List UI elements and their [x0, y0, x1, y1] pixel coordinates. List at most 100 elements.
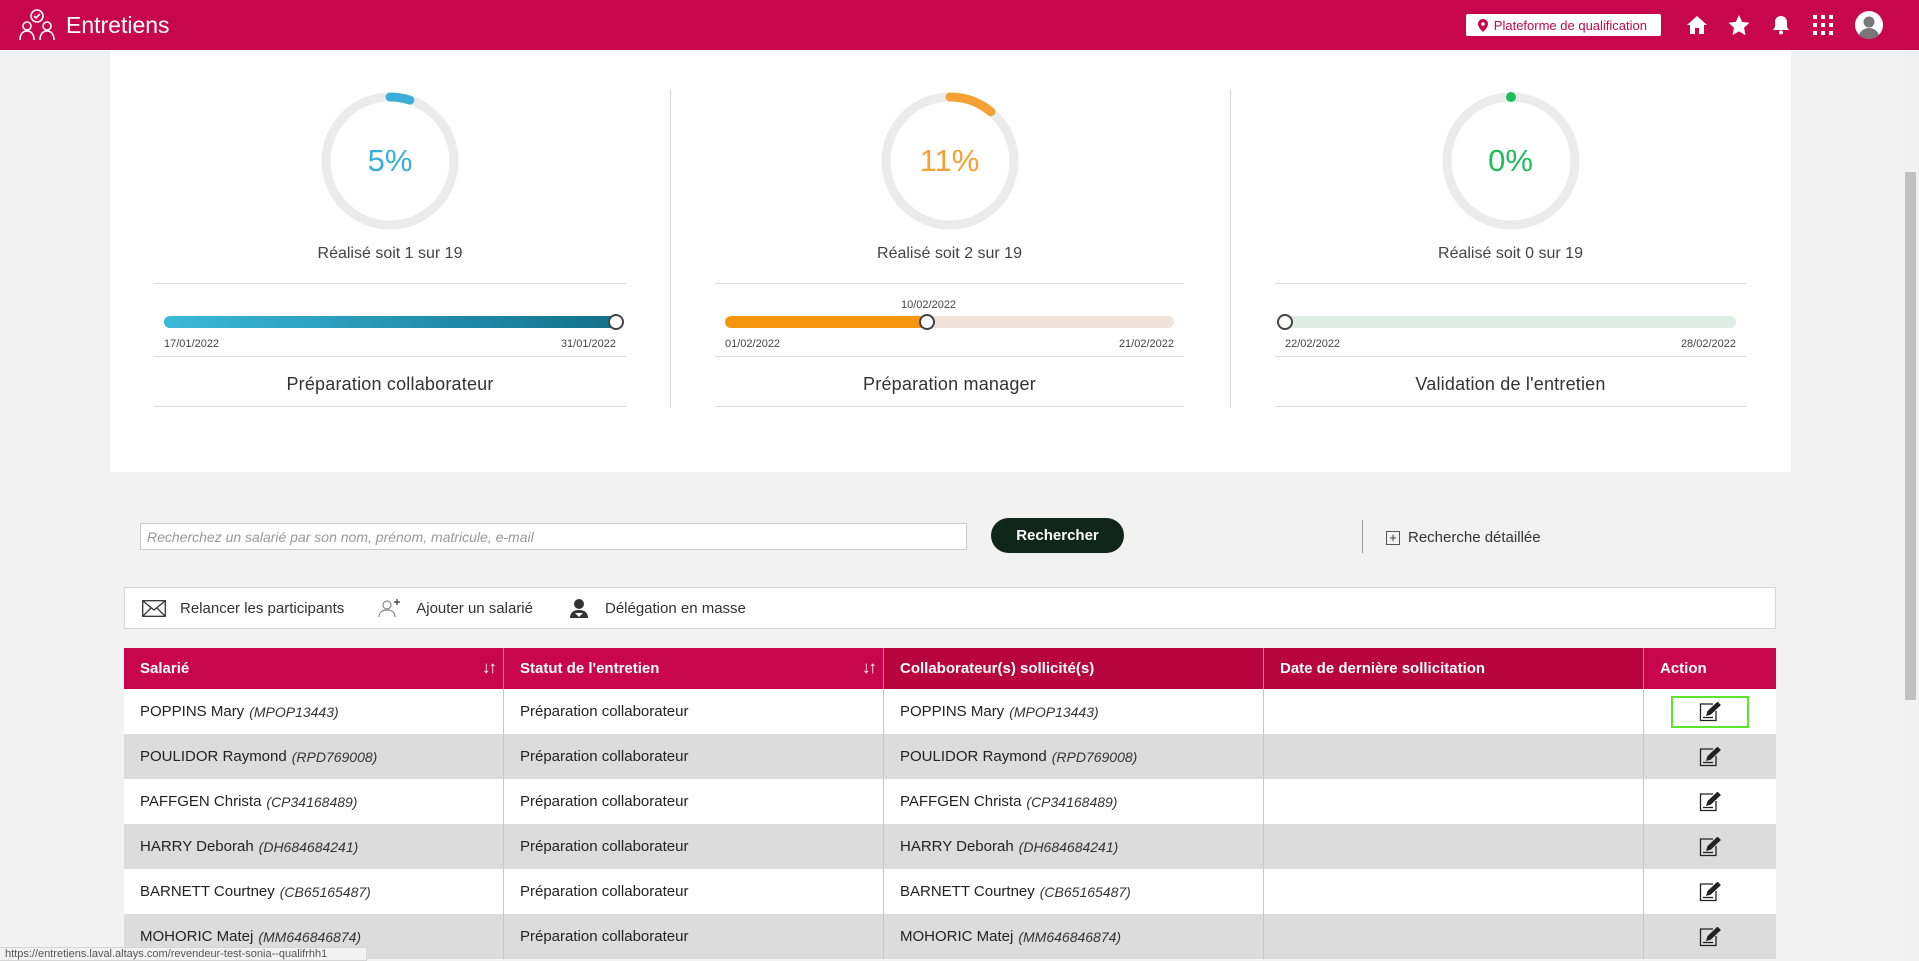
progress-donut: 11%: [879, 90, 1021, 232]
cell-statut: Préparation collaborateur: [504, 779, 884, 824]
stats-panel: 5% Réalisé soit 1 sur 19 17/01/2022 31/0…: [110, 50, 1791, 472]
employees-table: Salarié ↓↑ Statut de l'entretien ↓↑ Collab…: [124, 648, 1776, 959]
collaborator-id: (MM646846874): [1018, 928, 1122, 945]
employee-name: MOHORIC Matej: [140, 928, 254, 945]
start-date: 22/02/2022: [1285, 338, 1341, 350]
edit-icon: [1699, 836, 1721, 856]
cell-collaborateurs: PAFFGEN Christa (CP34168489): [884, 779, 1264, 824]
divider: [715, 356, 1184, 357]
interview-status: Préparation collaborateur: [520, 793, 689, 810]
sort-arrows-icon[interactable]: ↓↑: [862, 658, 877, 677]
cell-action: [1644, 824, 1776, 869]
collaborator-id: (DH684684241): [1018, 838, 1119, 855]
table-row[interactable]: BARNETT Courtney (CB65165487) Préparation …: [124, 869, 1776, 914]
timeline-bar: [1277, 314, 1736, 330]
platform-button[interactable]: Plateforme de qualification: [1465, 14, 1661, 36]
table-body: POPPINS Mary (MPOP13443) Préparation colla…: [124, 689, 1776, 959]
end-date: 28/02/2022: [1680, 338, 1736, 350]
end-date: 31/01/2022: [560, 338, 616, 350]
edit-button[interactable]: [1671, 921, 1749, 953]
cell-salarie: POPPINS Mary (MPOP13443): [124, 689, 504, 734]
divider: [715, 283, 1184, 284]
mass-delegation-button[interactable]: Délégation en masse: [566, 597, 746, 619]
remind-participants-button[interactable]: Relancer les participants: [141, 597, 344, 619]
divider: [1275, 406, 1746, 407]
end-date: 21/02/2022: [1118, 338, 1174, 350]
cell-date: [1264, 689, 1644, 734]
search-separator: [1362, 520, 1363, 553]
divider: [154, 283, 626, 284]
employee-id: (CB65165487): [279, 883, 371, 900]
divider: [154, 406, 626, 407]
cell-collaborateurs: MOHORIC Matej (MM646846874): [884, 914, 1264, 959]
employee-id: (MM646846874): [258, 928, 362, 945]
plus-box-icon: +: [1386, 530, 1400, 545]
advanced-search-toggle[interactable]: + Recherche détaillée: [1386, 529, 1541, 546]
cell-date: [1264, 869, 1644, 914]
realise-text: Réalisé soit 2 sur 19: [877, 245, 1022, 262]
progress-percent: 11%: [919, 143, 980, 178]
collaborator-id: (CB65165487): [1039, 883, 1131, 900]
divider: [154, 356, 626, 357]
column-header-salarie[interactable]: Salarié ↓↑: [124, 648, 504, 689]
bell-icon[interactable]: [1769, 13, 1793, 37]
start-date: 01/02/2022: [725, 338, 781, 350]
edit-icon: [1699, 701, 1721, 721]
collaborator-name: HARRY Deborah: [900, 838, 1014, 855]
interview-status: Préparation collaborateur: [520, 883, 689, 900]
edit-button[interactable]: [1671, 876, 1749, 908]
delegation-user-icon: [566, 597, 592, 619]
progress-donut: 0%: [1440, 90, 1582, 232]
add-user-icon: [377, 597, 403, 619]
star-icon[interactable]: [1727, 13, 1751, 37]
cell-collaborateurs: HARRY Deborah (DH684684241): [884, 824, 1264, 869]
advanced-search-label: Recherche détaillée: [1408, 529, 1541, 546]
home-icon[interactable]: [1685, 13, 1709, 37]
stage-title: Préparation manager: [863, 374, 1036, 394]
cell-salarie: MOHORIC Matej (MM646846874): [124, 914, 504, 959]
timeline-knob[interactable]: [1277, 314, 1293, 330]
column-header-action: Action: [1660, 660, 1707, 677]
apps-grid-icon[interactable]: [1811, 13, 1835, 37]
edit-button[interactable]: [1671, 741, 1749, 773]
table-row[interactable]: POPPINS Mary (MPOP13443) Préparation colla…: [124, 689, 1776, 734]
column-header-statut[interactable]: Statut de l'entretien ↓↑: [504, 648, 884, 689]
edit-button[interactable]: [1671, 831, 1749, 863]
cell-salarie: POULIDOR Raymond (RPD769008): [124, 734, 504, 779]
envelope-icon: [141, 597, 167, 619]
people-check-icon[interactable]: [18, 8, 56, 42]
collaborator-name: POULIDOR Raymond: [900, 748, 1047, 765]
table-header: Salarié ↓↑ Statut de l'entretien ↓↑ Collab…: [124, 648, 1776, 689]
collaborator-name: MOHORIC Matej: [900, 928, 1014, 945]
cell-statut: Préparation collaborateur: [504, 914, 884, 959]
table-row[interactable]: PAFFGEN Christa (CP34168489) Préparation c…: [124, 779, 1776, 824]
stat-separator: [670, 90, 671, 408]
user-avatar-icon[interactable]: [1853, 9, 1885, 41]
collaborator-id: (RPD769008): [1051, 748, 1138, 765]
cell-action: [1644, 689, 1776, 734]
cell-action: [1644, 869, 1776, 914]
location-pin-icon: [1477, 18, 1488, 32]
table-row[interactable]: POULIDOR Raymond (RPD769008) Préparation c…: [124, 734, 1776, 779]
progress-donut: 5%: [319, 90, 461, 232]
table-row[interactable]: MOHORIC Matej (MM646846874) Préparation co…: [124, 914, 1776, 959]
action-toolbar: Relancer les participants Ajouter un sal…: [124, 587, 1776, 629]
cell-statut: Préparation collaborateur: [504, 734, 884, 779]
edit-button[interactable]: [1671, 786, 1749, 818]
interview-status: Préparation collaborateur: [520, 928, 689, 945]
page-scrollbar-thumb[interactable]: [1905, 172, 1916, 700]
search-button[interactable]: Rechercher: [991, 518, 1124, 553]
cell-salarie: HARRY Deborah (DH684684241): [124, 824, 504, 869]
timeline-knob[interactable]: [919, 314, 936, 330]
timeline-knob[interactable]: [608, 314, 624, 330]
edit-button[interactable]: [1671, 695, 1749, 728]
mass-delegation-label: Délégation en masse: [604, 599, 746, 617]
status-bar-url: https://entretiens.laval.altays.com/reve…: [0, 947, 367, 961]
sort-arrows-icon[interactable]: ↓↑: [482, 658, 497, 677]
search-input[interactable]: [140, 523, 967, 550]
employee-id: (DH684684241): [258, 838, 359, 855]
interview-status: Préparation collaborateur: [520, 748, 689, 765]
add-employee-button[interactable]: Ajouter un salarié: [377, 597, 533, 619]
realise-text: Réalisé soit 0 sur 19: [1438, 245, 1583, 262]
table-row[interactable]: HARRY Deborah (DH684684241) Préparation co…: [124, 824, 1776, 869]
